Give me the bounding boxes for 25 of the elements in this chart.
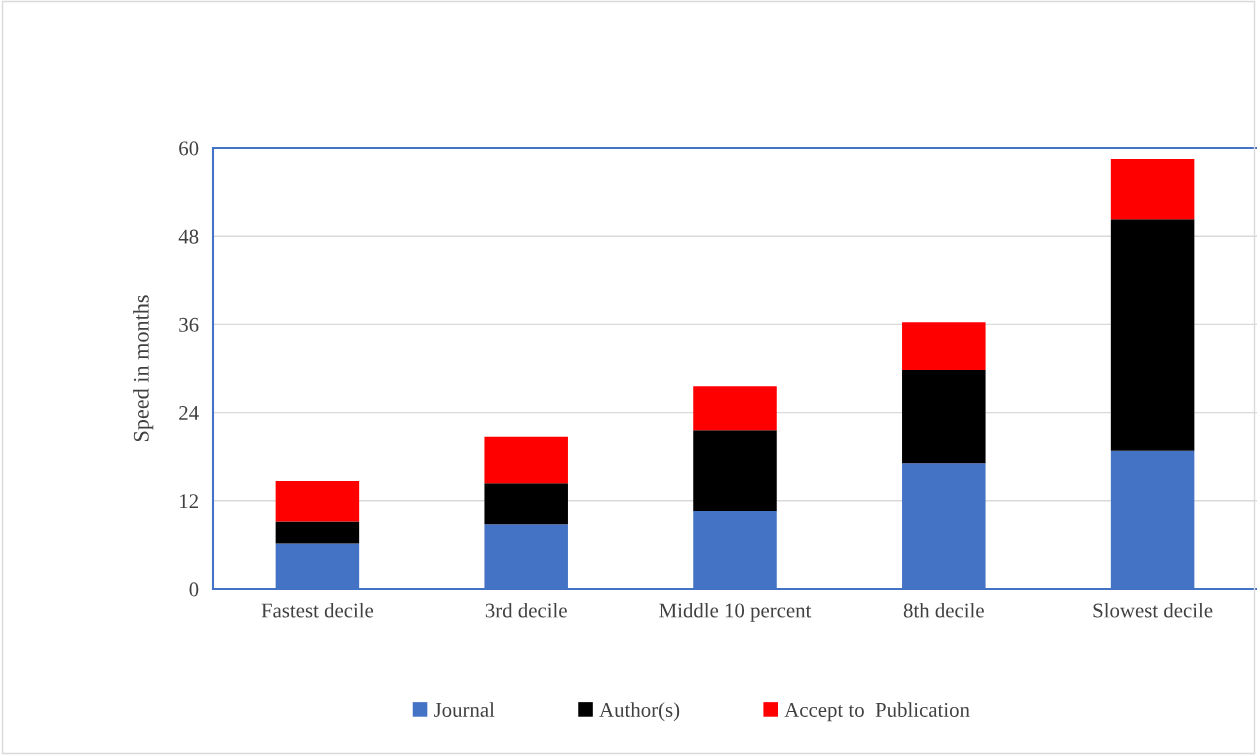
bar [484, 483, 568, 525]
y-tick-label: 36 [179, 317, 199, 332]
bar [275, 480, 360, 522]
bar [693, 430, 777, 512]
bar [275, 521, 360, 544]
x-tick-label: 8th decile [903, 602, 984, 618]
y-axis-title: Speed in months [133, 295, 154, 442]
y-tick-label: 0 [189, 582, 199, 597]
y-tick-label: 24 [179, 406, 199, 420]
bar [902, 369, 986, 464]
bar [1110, 159, 1195, 220]
x-tick-label: Fastest decile [261, 602, 374, 618]
legend-label: Author(s) [599, 702, 680, 722]
legend-label: Accept to Publication [784, 702, 970, 722]
y-tick-label: 48 [178, 229, 199, 244]
legend-label: Journal [434, 702, 495, 717]
bar [1110, 219, 1195, 451]
bar [484, 436, 568, 484]
bar [902, 322, 986, 370]
y-tick-label: 60 [179, 141, 199, 156]
x-tick-label: 3rd decile [485, 602, 567, 618]
y-tick-label: 12 [180, 494, 198, 509]
x-tick-label: Slowest decile [1093, 602, 1213, 618]
x-tick-label: Middle 10 percent [659, 602, 812, 622]
bar [693, 386, 777, 431]
